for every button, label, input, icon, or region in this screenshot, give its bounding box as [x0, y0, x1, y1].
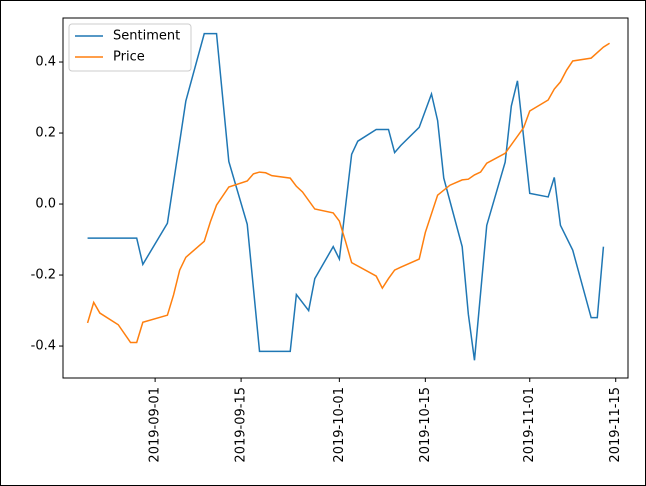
y-tick-label: 0.2	[35, 126, 56, 141]
plot-frame	[62, 17, 629, 379]
x-tick-label: 2019-10-15	[418, 387, 433, 463]
y-tick-label: -0.4	[31, 339, 56, 354]
legend-label: Sentiment	[113, 29, 180, 44]
x-tick-label: 2019-09-15	[234, 387, 249, 463]
x-tick-label: 2019-11-01	[522, 387, 537, 463]
x-tick-label: 2019-10-01	[332, 387, 347, 463]
x-tick-label: 2019-11-15	[608, 387, 623, 463]
y-tick-label: -0.2	[31, 268, 56, 283]
line-series	[87, 32, 605, 361]
legend-label: Price	[113, 50, 145, 65]
y-tick-label: 0.4	[35, 55, 56, 70]
x-tick-label: 2019-09-01	[148, 387, 163, 463]
line-series	[86, 42, 610, 344]
y-tick-label: 0.0	[35, 197, 56, 212]
